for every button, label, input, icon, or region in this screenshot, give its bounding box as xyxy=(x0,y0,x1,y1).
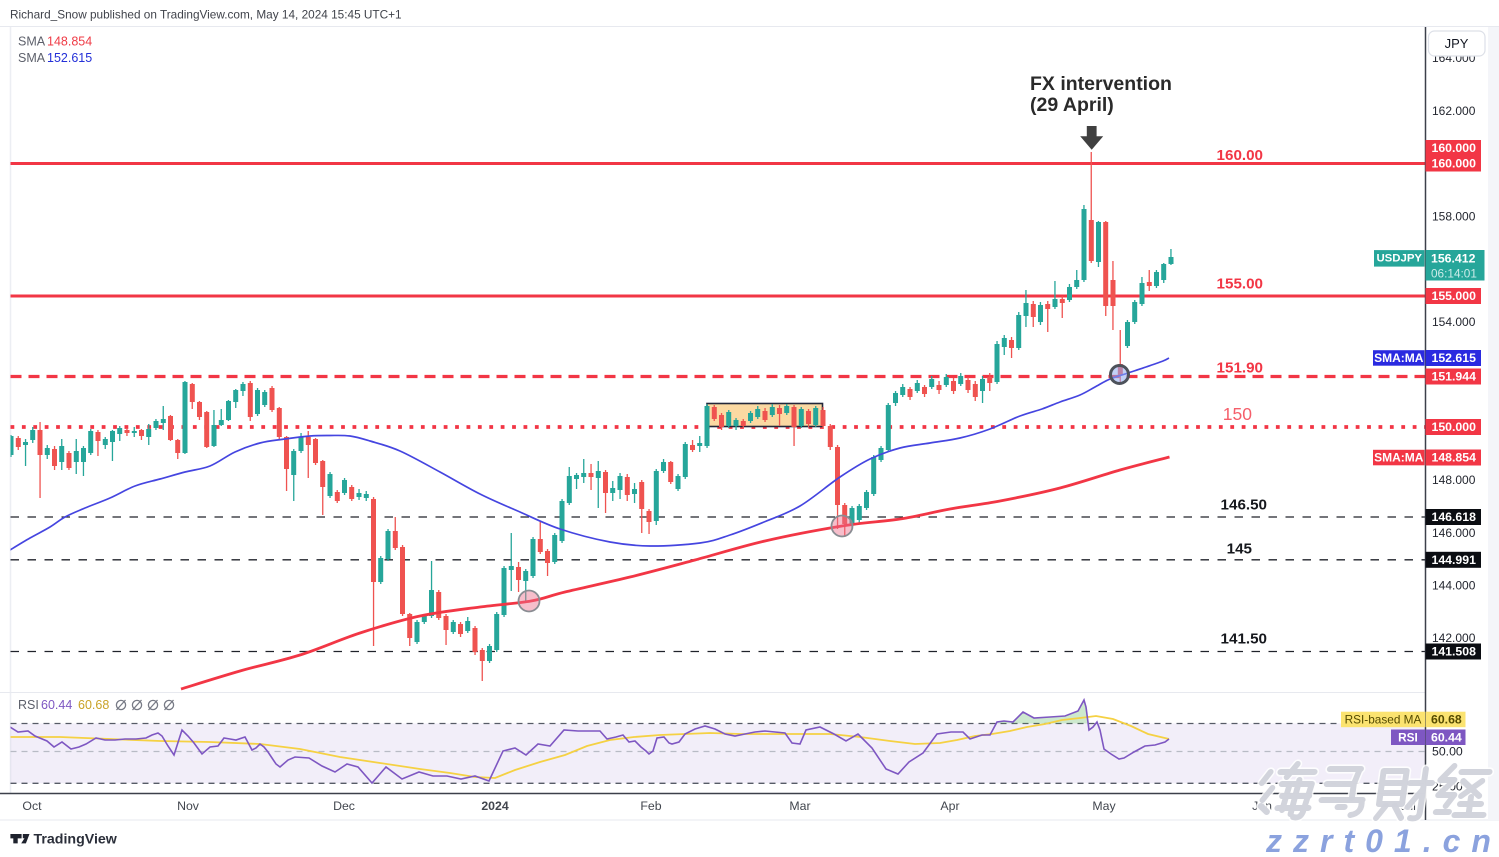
svg-text:160.000: 160.000 xyxy=(1432,141,1477,155)
svg-text:156.412: 156.412 xyxy=(1431,251,1476,265)
svg-text:Apr: Apr xyxy=(940,799,959,813)
svg-text:141.50: 141.50 xyxy=(1221,631,1267,648)
svg-text:RSI: RSI xyxy=(18,698,39,712)
svg-text:Nov: Nov xyxy=(177,799,200,813)
svg-text:06:14:01: 06:14:01 xyxy=(1431,266,1477,280)
svg-text:146.618: 146.618 xyxy=(1432,510,1477,524)
svg-text:150.000: 150.000 xyxy=(1432,420,1477,434)
svg-text:RSI: RSI xyxy=(1398,730,1418,744)
svg-text:144.000: 144.000 xyxy=(1432,579,1476,593)
svg-text:SMA:MA: SMA:MA xyxy=(1374,451,1424,465)
svg-text:60.44: 60.44 xyxy=(41,698,72,712)
svg-text:Richard_Snow published on Trad: Richard_Snow published on TradingView.co… xyxy=(10,8,402,22)
svg-text:60.44: 60.44 xyxy=(1431,730,1462,744)
svg-text:152.615: 152.615 xyxy=(47,51,92,65)
svg-text:JPY: JPY xyxy=(1445,36,1469,51)
svg-text:148.854: 148.854 xyxy=(47,35,92,49)
svg-text:155.000: 155.000 xyxy=(1432,289,1477,303)
svg-text:148.000: 148.000 xyxy=(1432,473,1476,487)
svg-text:60.68: 60.68 xyxy=(1431,713,1462,727)
svg-text:zzrt01.cn: zzrt01.cn xyxy=(1265,823,1499,857)
svg-text:Dec: Dec xyxy=(333,799,355,813)
svg-text:145: 145 xyxy=(1227,541,1253,558)
svg-text:SMA: SMA xyxy=(18,51,46,65)
svg-text:USDJPY: USDJPY xyxy=(1376,252,1422,264)
svg-text:RSI-based MA: RSI-based MA xyxy=(1345,713,1422,727)
svg-text:160.000: 160.000 xyxy=(1432,157,1477,171)
svg-text:60.68: 60.68 xyxy=(78,698,109,712)
svg-text:2024: 2024 xyxy=(481,799,509,813)
svg-text:SMA: SMA xyxy=(18,35,46,49)
svg-text:155.00: 155.00 xyxy=(1217,276,1263,293)
svg-text:May: May xyxy=(1092,799,1116,813)
svg-text:162.000: 162.000 xyxy=(1432,104,1476,118)
svg-text:154.000: 154.000 xyxy=(1432,315,1476,329)
svg-text:FX intervention: FX intervention xyxy=(1030,73,1172,95)
svg-text:152.615: 152.615 xyxy=(1432,351,1477,365)
svg-text:151.90: 151.90 xyxy=(1217,360,1263,377)
svg-text:146.000: 146.000 xyxy=(1432,526,1476,540)
svg-text:50.00: 50.00 xyxy=(1432,745,1463,759)
svg-text:Feb: Feb xyxy=(640,799,661,813)
svg-text:zzrt01.cn: zzrt01.cn xyxy=(1265,823,1499,857)
svg-text:160.00: 160.00 xyxy=(1217,147,1263,164)
svg-text:SMA:MA: SMA:MA xyxy=(1374,351,1424,365)
svg-text:144.991: 144.991 xyxy=(1432,553,1477,567)
svg-text:158.000: 158.000 xyxy=(1432,210,1476,224)
svg-text:(29 April): (29 April) xyxy=(1030,94,1114,116)
svg-text:148.854: 148.854 xyxy=(1432,451,1477,465)
svg-text:146.50: 146.50 xyxy=(1221,497,1267,514)
svg-text:142.000: 142.000 xyxy=(1432,631,1476,645)
svg-text:Mar: Mar xyxy=(789,799,810,813)
svg-text:151.944: 151.944 xyxy=(1432,370,1477,384)
svg-text:150: 150 xyxy=(1223,404,1252,424)
svg-text:141.508: 141.508 xyxy=(1432,645,1477,659)
svg-text:Oct: Oct xyxy=(22,799,42,813)
svg-text:TradingView: TradingView xyxy=(34,832,118,848)
